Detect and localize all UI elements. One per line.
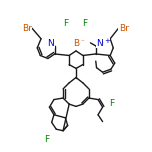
- Text: N: N: [96, 39, 103, 48]
- Text: F: F: [82, 19, 87, 28]
- Text: Br: Br: [22, 24, 31, 33]
- Text: B: B: [73, 39, 79, 48]
- Text: +: +: [104, 38, 110, 44]
- Text: F: F: [109, 99, 114, 108]
- Text: F: F: [64, 19, 69, 28]
- Text: ⁻: ⁻: [81, 40, 85, 46]
- Text: Br: Br: [119, 24, 129, 33]
- Text: F: F: [45, 135, 50, 144]
- Text: N: N: [48, 39, 54, 48]
